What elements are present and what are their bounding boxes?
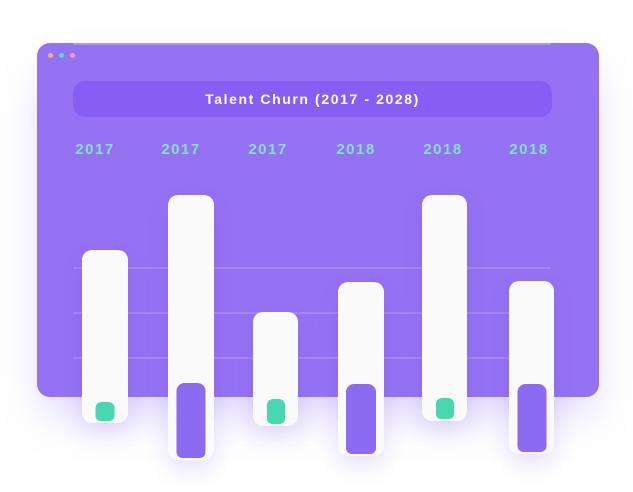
gridline (73, 43, 551, 45)
browser-window: Talent Churn (2017 - 2028) (37, 43, 599, 397)
bar-marker-purple (517, 384, 546, 452)
column-label-2: 2017 (161, 141, 201, 158)
bar-column-6 (509, 281, 554, 454)
window-dot-teal-icon (59, 53, 64, 58)
bar-column-4 (338, 282, 384, 456)
bar-column-2 (168, 195, 214, 460)
chart-title: Talent Churn (2017 - 2028) (205, 91, 420, 107)
gridline (73, 357, 551, 359)
column-label-1: 2017 (75, 141, 115, 158)
bar-marker-purple (346, 384, 376, 454)
window-dot-pink-icon (70, 53, 75, 58)
bar-marker-purple (176, 383, 206, 458)
column-label-4: 2018 (336, 141, 376, 158)
gridline (73, 267, 551, 269)
gridline (73, 312, 551, 314)
chart-title-banner: Talent Churn (2017 - 2028) (73, 81, 552, 117)
bar-marker-teal (435, 398, 454, 419)
bar-column-1 (82, 250, 128, 423)
bar-column-5 (422, 195, 467, 421)
bar-marker-teal (266, 399, 285, 424)
gridline (73, 43, 551, 45)
bar-marker-teal (95, 402, 115, 421)
column-label-3: 2017 (248, 141, 288, 158)
column-label-5: 2018 (423, 141, 463, 158)
bar-column-3 (253, 312, 298, 426)
window-dot-orange-icon (48, 53, 53, 58)
column-label-6: 2018 (509, 141, 549, 158)
window-controls (48, 53, 75, 58)
